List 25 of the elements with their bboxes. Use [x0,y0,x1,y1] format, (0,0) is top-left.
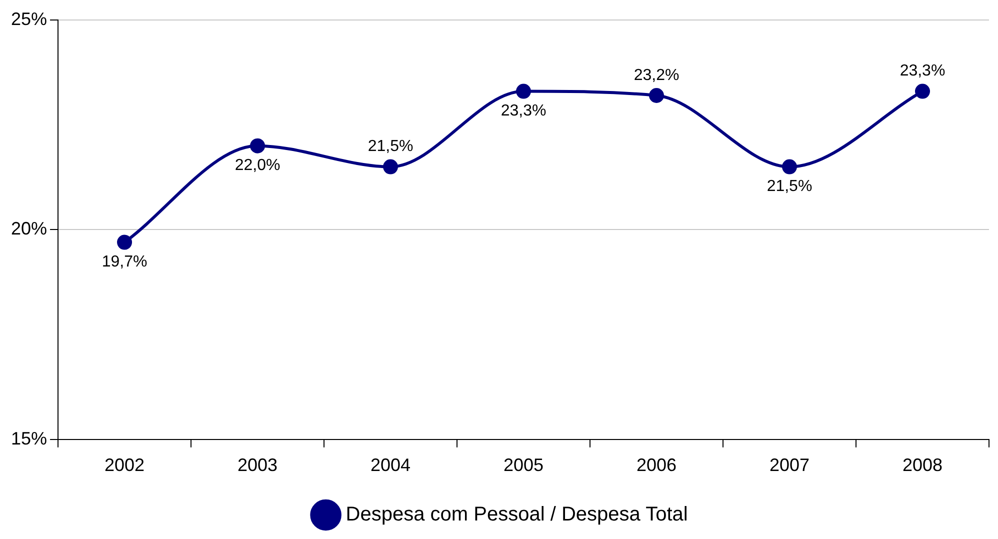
x-tick-label: 2007 [769,455,810,476]
x-tick-label: 2006 [636,455,677,476]
data-label: 23,3% [500,102,546,120]
x-tick-label: 2003 [237,455,278,476]
x-tick-label: 2005 [503,455,544,476]
legend-label: Despesa com Pessoal / Despesa Total [346,504,688,526]
point [383,159,398,174]
x-tick-label: 2004 [370,455,411,476]
point [516,84,532,99]
data-label: 23,2% [634,66,680,84]
data-label: 23,3% [900,62,946,80]
data-label: 22,0% [234,157,280,174]
data-label: 21,5% [368,138,414,156]
point [915,84,930,99]
y-tick-label: 20% [10,218,48,239]
point [117,234,132,250]
data-label: 19,7% [102,254,148,271]
data-label: 21,5% [766,178,812,196]
x-tick-label: 2008 [902,455,943,476]
point [649,88,664,103]
y-tick-label: 15% [10,428,48,448]
point [250,138,266,154]
y-tick-label: 25% [10,8,48,29]
x-tick-label: 2002 [104,455,145,476]
point [782,159,798,174]
